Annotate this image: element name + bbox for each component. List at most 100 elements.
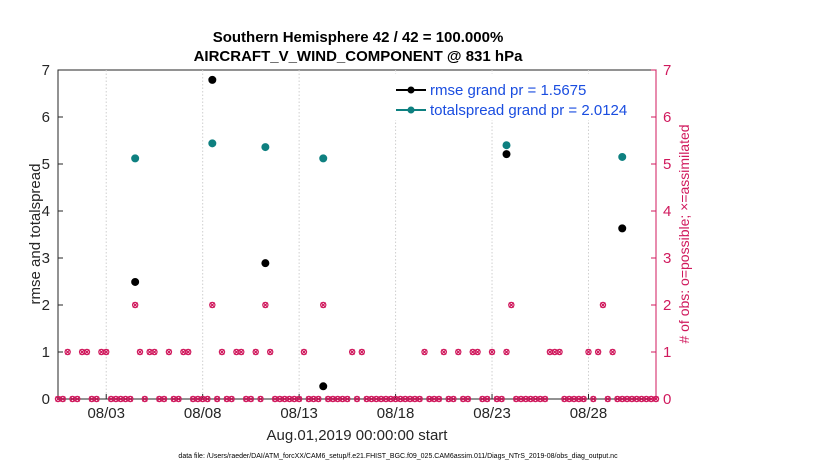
obs-count-point <box>353 395 361 403</box>
obs-count-point <box>503 348 510 356</box>
obs-possible-marker <box>127 395 134 403</box>
obs-possible-marker <box>484 395 491 403</box>
obs-count-point <box>580 395 587 403</box>
obs-assimilated-marker <box>281 396 288 402</box>
obs-possible-marker <box>435 395 443 403</box>
obs-count-point <box>320 301 327 309</box>
obs-assimilated-marker <box>117 396 124 402</box>
obs-count-point <box>585 348 592 356</box>
obs-count-point <box>484 395 491 403</box>
obs-assimilated-marker <box>262 302 269 308</box>
chart-title: Southern Hemisphere 42 / 42 = 100.000% <box>213 29 504 46</box>
obs-count-point <box>209 301 216 309</box>
obs-assimilated-marker <box>252 349 259 355</box>
obs-count-point <box>474 348 481 356</box>
obs-assimilated-marker <box>301 349 307 355</box>
obs-count-point <box>262 301 269 309</box>
obs-possible-marker <box>353 395 361 403</box>
series-markers <box>131 75 627 391</box>
obs-possible-marker <box>440 348 448 356</box>
obs-possible-marker <box>141 395 149 403</box>
obs-assimilated-marker <box>74 396 81 402</box>
obs-assimilated-marker <box>344 396 351 402</box>
obs-assimilated-marker <box>522 396 529 402</box>
obs-count-point <box>127 395 134 403</box>
obs-possible-marker <box>300 348 308 356</box>
obs-assimilated-marker <box>305 396 312 402</box>
obs-assimilated-marker <box>580 396 587 402</box>
obs-assimilated-marker <box>609 349 616 355</box>
obs-assimilated-marker <box>103 349 110 355</box>
obs-assimilated-marker <box>209 302 216 308</box>
obs-count-point <box>450 395 457 403</box>
obs-assimilated-marker <box>238 349 245 355</box>
y-tick-label: 4 <box>42 203 50 220</box>
rmse-point <box>261 259 270 268</box>
rmse-point <box>618 224 627 233</box>
obs-assimilated-marker <box>416 396 423 402</box>
obs-count-point <box>141 395 149 403</box>
obs-assimilated-marker <box>629 396 635 402</box>
obs-count-point <box>131 301 139 309</box>
obs-count-point <box>488 348 496 356</box>
y-tick-label: 3 <box>42 250 50 267</box>
obs-assimilated-marker <box>267 349 274 355</box>
obs-possible-marker <box>103 348 110 356</box>
obs-assimilated-marker <box>339 396 346 402</box>
legend-rmse-label: rmse grand pr = 1.5675 <box>430 82 586 99</box>
obs-assimilated-marker <box>228 396 235 402</box>
y-right-tick-label: 4 <box>663 203 671 220</box>
obs-assimilated-marker <box>450 396 457 402</box>
obs-possible-marker <box>358 348 366 356</box>
obs-possible-marker <box>599 301 607 309</box>
y-right-tick-label: 0 <box>663 391 671 408</box>
obs-assimilated-marker <box>484 396 491 402</box>
obs-possible-marker <box>93 395 100 403</box>
obs-possible-marker <box>204 395 211 403</box>
obs-assimilated-marker <box>248 396 254 402</box>
obs-assimilated-marker <box>122 396 129 402</box>
obs-possible-marker <box>541 395 549 403</box>
obs-assimilated-marker <box>277 396 283 402</box>
obs-assimilated-marker <box>69 396 76 402</box>
obs-assimilated-marker <box>378 396 384 402</box>
obs-possible-marker <box>580 395 587 403</box>
obs-count-point <box>416 395 423 403</box>
obs-assimilated-marker <box>243 396 249 402</box>
obs-assimilated-marker <box>537 396 544 402</box>
obs-possible-marker <box>590 395 597 403</box>
obs-count-point <box>59 395 67 403</box>
obs-assimilated-marker <box>498 396 505 402</box>
obs-assimilated-marker <box>272 396 278 402</box>
obs-assimilated-marker <box>402 396 409 402</box>
obs-possible-marker <box>498 395 505 403</box>
obs-assimilated-marker <box>585 349 592 355</box>
obs-assimilated-marker <box>84 349 90 355</box>
obs-assimilated-marker <box>98 349 105 355</box>
obs-count-point <box>344 395 351 403</box>
obs-assimilated-marker <box>64 349 71 355</box>
y-tick-label: 2 <box>42 297 50 314</box>
obs-count-point <box>517 395 525 403</box>
obs-count-point <box>421 348 428 356</box>
obs-possible-marker <box>83 348 91 356</box>
obs-assimilated-marker <box>527 396 534 402</box>
legend-box <box>392 74 650 120</box>
obs-count-point <box>228 395 235 403</box>
obs-count-point <box>508 301 515 309</box>
obs-assimilated-marker <box>547 349 553 355</box>
obs-count-point <box>455 348 462 356</box>
obs-count-point <box>151 348 158 356</box>
obs-possible-marker <box>165 348 173 356</box>
obs-count-point <box>609 348 616 356</box>
obs-count-point <box>136 348 144 356</box>
obs-possible-marker <box>247 395 255 403</box>
obs-possible-marker <box>218 348 226 356</box>
obs-count-point <box>652 395 660 403</box>
obs-assimilated-marker <box>614 396 621 402</box>
obs-possible-marker <box>131 301 139 309</box>
obs-possible-marker <box>252 348 259 356</box>
x-tick-label: 08/18 <box>377 405 415 422</box>
obs-count-point <box>170 395 177 403</box>
